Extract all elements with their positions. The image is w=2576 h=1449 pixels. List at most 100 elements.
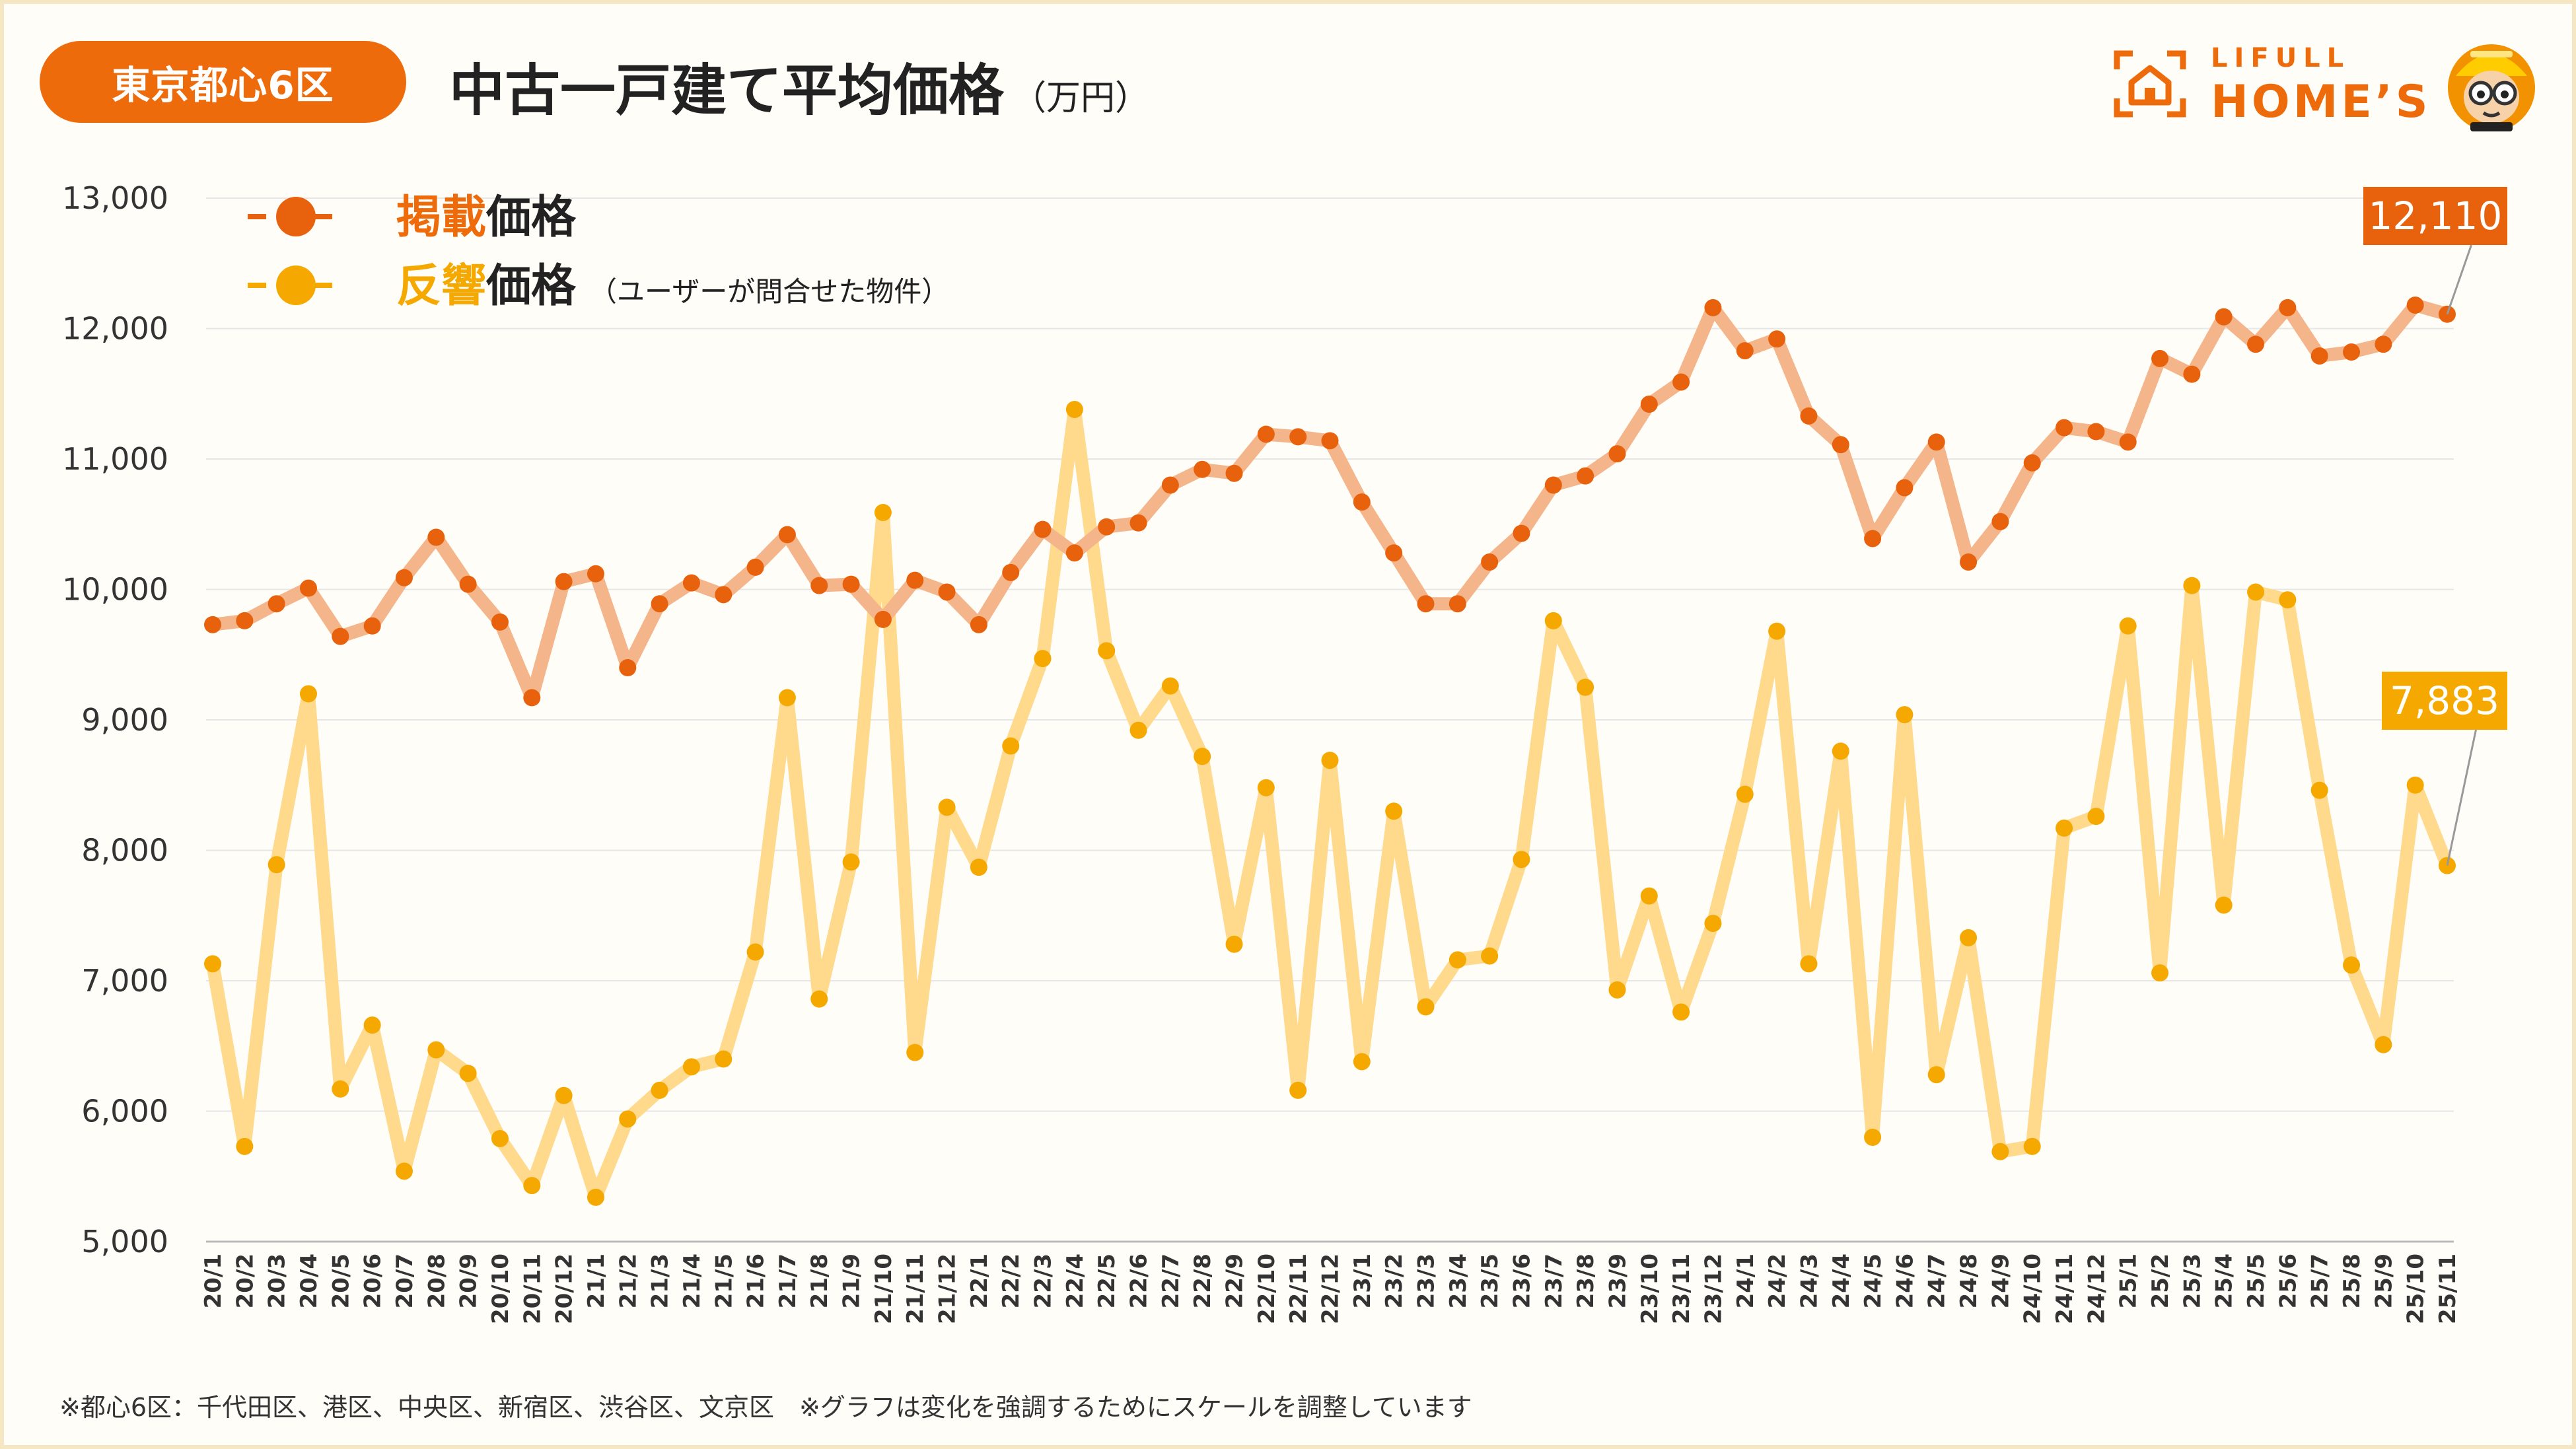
listing-point [746, 558, 764, 576]
page-title: 中古一戸建て平均価格 （万円） [449, 46, 1149, 126]
x-tick-label: 21/6 [743, 1254, 769, 1308]
listing-point [842, 575, 860, 593]
response-point [1129, 721, 1147, 739]
x-tick-label: 23/2 [1381, 1254, 1408, 1308]
y-tick-label: 12,000 [62, 311, 168, 347]
response-point [1608, 981, 1626, 999]
listing-point [1289, 428, 1307, 446]
footnote: ※都心6区：千代田区、港区、中央区、新宿区、渋谷区、文京区 ※グラフは変化を強調… [59, 1393, 1472, 1422]
response-point [2056, 819, 2073, 837]
x-tick-label: 21/9 [839, 1254, 865, 1308]
x-tick-label: 22/6 [1126, 1254, 1153, 1308]
x-tick-label: 21/5 [711, 1254, 737, 1308]
x-tick-label: 24/2 [1764, 1254, 1791, 1308]
response-point [1832, 742, 1849, 760]
end-labels: 12,110 7,883 [2363, 187, 2507, 866]
response-point [204, 955, 221, 973]
listing-point [1065, 544, 1083, 562]
x-tick-label: 20/5 [328, 1254, 354, 1308]
listing-point [1832, 436, 1849, 454]
x-tick-label: 24/6 [1892, 1254, 1918, 1308]
listing-point [1960, 553, 1978, 571]
x-tick-label: 21/2 [615, 1254, 641, 1308]
response-point [363, 1016, 381, 1034]
listing-point [1544, 476, 1562, 494]
listing-point [236, 612, 254, 629]
response-point [1927, 1066, 1945, 1084]
x-tick-label: 23/11 [1668, 1254, 1695, 1324]
response-point [746, 943, 764, 961]
listing-point [1002, 563, 1020, 581]
response-point [2183, 577, 2201, 594]
x-tick-label: 20/11 [519, 1254, 546, 1324]
response-point [1065, 400, 1083, 418]
x-tick-label: 23/3 [1413, 1254, 1439, 1308]
legend-rest-text: 価格 [485, 260, 577, 312]
x-tick-label: 20/9 [456, 1254, 482, 1308]
x-tick-label: 22/2 [998, 1254, 1024, 1308]
listing-point [1449, 595, 1466, 613]
legend-swatch-dot [276, 197, 316, 236]
x-tick-label: 24/7 [1924, 1254, 1950, 1308]
listing-point [1640, 396, 1658, 413]
listing-point [1704, 299, 1722, 316]
listing-point [778, 526, 796, 544]
x-tick-label: 23/4 [1445, 1254, 1472, 1308]
brand-top-text: LIFULL [2211, 43, 2351, 73]
x-tick-label: 22/8 [1190, 1254, 1216, 1308]
response-point [1704, 915, 1722, 933]
x-tick-label: 24/4 [1828, 1254, 1855, 1308]
response-point [1960, 929, 1978, 946]
x-tick-label: 22/12 [1318, 1254, 1344, 1324]
response-point [651, 1081, 668, 1099]
legend-key-text: 掲載 [396, 192, 486, 244]
listing-point [2375, 336, 2392, 353]
x-tick-label: 21/3 [647, 1254, 674, 1308]
x-tick-label: 25/3 [2179, 1254, 2205, 1308]
response-point [299, 685, 317, 703]
listing-point [1034, 520, 1052, 538]
response-point [2406, 776, 2424, 794]
x-tick-label: 24/1 [1733, 1254, 1759, 1308]
x-tick-label: 21/12 [935, 1254, 961, 1324]
listing-point [874, 610, 892, 628]
response-point [587, 1188, 604, 1206]
response-point [459, 1065, 477, 1082]
x-tick-label: 24/9 [1987, 1254, 2014, 1308]
response-point [1098, 642, 1116, 660]
legend-note-text: （ユーザーが問合せた物件） [589, 275, 949, 308]
response-point [715, 1050, 733, 1068]
x-tick-label: 21/8 [806, 1254, 833, 1308]
response-point [1257, 779, 1275, 796]
end-label-leader [2446, 244, 2472, 315]
listing-point [1321, 432, 1339, 450]
x-axis-ticks: 20/1 20/2 20/3 20/4 20/5 20/6 20/7 20/8 20/9 20/1… [200, 1254, 2461, 1324]
x-tick-label: 24/5 [1860, 1254, 1886, 1308]
listing-point [2279, 299, 2297, 316]
response-point [2119, 617, 2137, 635]
listing-point [523, 689, 541, 707]
listing-point [459, 575, 477, 593]
x-tick-label: 22/1 [966, 1254, 993, 1308]
listing-point [2023, 454, 2041, 472]
listing-point [268, 595, 285, 613]
response-point [1577, 678, 1594, 696]
x-tick-label: 25/11 [2435, 1254, 2461, 1324]
house-icon [2114, 50, 2186, 118]
listing-point [1129, 514, 1147, 532]
x-tick-label: 21/1 [583, 1254, 610, 1308]
x-tick-label: 20/8 [423, 1254, 450, 1308]
x-tick-label: 22/9 [1222, 1254, 1248, 1308]
response-point [1194, 748, 1211, 765]
listing-point [299, 579, 317, 597]
end-label-box [2363, 187, 2507, 245]
response-point [1864, 1129, 1882, 1146]
listing-point [2343, 343, 2361, 361]
y-tick-label: 7,000 [81, 963, 168, 999]
response-point [1161, 677, 1179, 695]
listing-point [651, 595, 668, 613]
x-tick-label: 20/7 [392, 1254, 418, 1308]
x-tick-label: 22/11 [1285, 1254, 1312, 1324]
x-tick-label: 20/3 [264, 1254, 291, 1308]
